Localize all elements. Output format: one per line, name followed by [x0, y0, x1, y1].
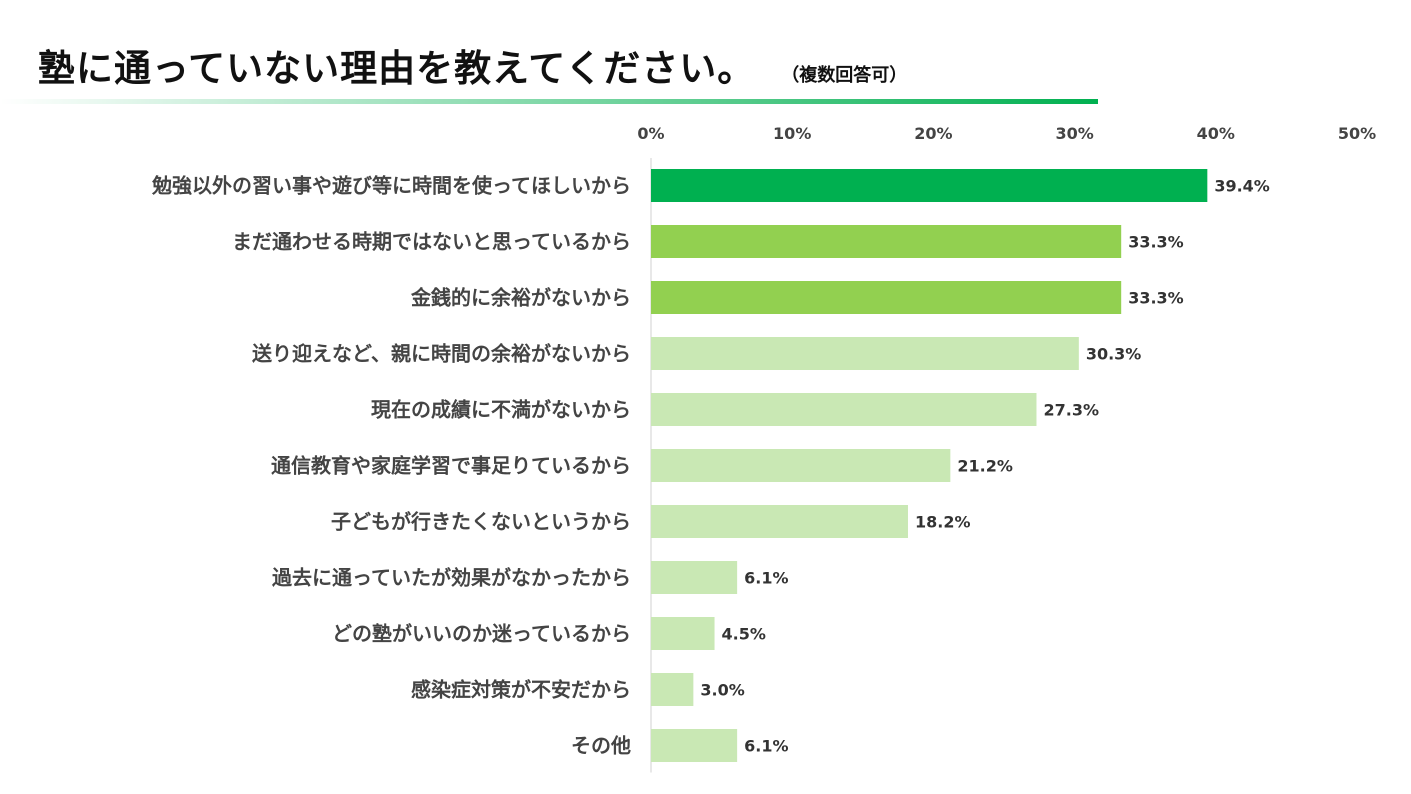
category-label: どの塾がいいのか迷っているから — [332, 622, 631, 646]
chart-title-group: 塾に通っていない理由を教えてください。 （複数回答可） — [38, 38, 907, 92]
data-label: 33.3% — [1128, 289, 1184, 308]
category-label: 子どもが行きたくないというから — [331, 510, 631, 534]
category-label: 送り迎えなど、親に時間の余裕がないから — [252, 342, 631, 366]
title-underline — [0, 99, 1098, 104]
bar — [651, 393, 1037, 426]
bar — [651, 169, 1208, 202]
data-label: 4.5% — [722, 625, 766, 644]
data-label: 30.3% — [1086, 345, 1142, 364]
bar — [651, 617, 715, 650]
bar — [651, 673, 694, 706]
chart-title: 塾に通っていない理由を教えてください。 — [38, 47, 756, 90]
bar — [651, 449, 951, 482]
x-tick-label: 10% — [773, 124, 811, 143]
category-label: 過去に通っていたが効果がなかったから — [272, 566, 631, 590]
bar — [651, 337, 1079, 370]
chart-subtitle: （複数回答可） — [781, 65, 908, 86]
data-label: 6.1% — [744, 737, 788, 756]
x-tick-label: 20% — [914, 124, 952, 143]
category-label: その他 — [571, 734, 631, 758]
data-label: 39.4% — [1214, 177, 1270, 196]
x-tick-label: 30% — [1055, 124, 1093, 143]
data-label: 27.3% — [1043, 401, 1099, 420]
data-label: 6.1% — [744, 569, 788, 588]
bar — [651, 505, 908, 538]
data-label: 3.0% — [700, 681, 744, 700]
data-label: 18.2% — [915, 513, 971, 532]
category-label: 通信教育や家庭学習で事足りているから — [271, 454, 631, 478]
category-label: 現在の成績に不満がないから — [371, 398, 631, 422]
data-label: 21.2% — [957, 457, 1013, 476]
x-tick-label: 40% — [1197, 124, 1235, 143]
category-label: 勉強以外の習い事や遊び等に時間を使ってほしいから — [151, 174, 631, 198]
data-label: 33.3% — [1128, 233, 1184, 252]
x-tick-label: 50% — [1338, 124, 1376, 143]
x-tick-label: 0% — [637, 124, 664, 143]
bar — [651, 281, 1122, 314]
bar — [651, 729, 738, 762]
bar — [651, 225, 1122, 258]
category-label: まだ通わせる時期ではないと思っているから — [232, 230, 631, 254]
category-label: 感染症対策が不安だから — [411, 678, 631, 702]
bar — [651, 561, 738, 594]
category-label: 金銭的に余裕がないから — [410, 286, 631, 310]
